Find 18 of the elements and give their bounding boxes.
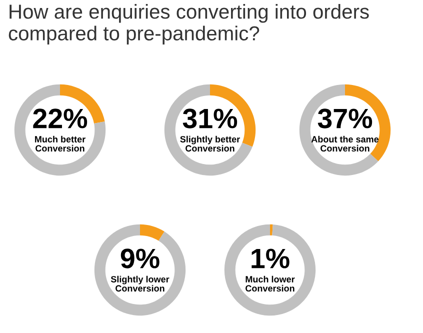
donut-slice xyxy=(94,224,186,316)
slice-label: Slightly lower Conversion xyxy=(110,276,170,292)
donut-slice xyxy=(14,84,106,176)
slice-label: Much lower Conversion xyxy=(246,276,295,292)
slice-label: About the same Conversion xyxy=(311,136,379,152)
data-label: 1% xyxy=(252,248,290,268)
slice-label: Much better Conversion xyxy=(35,136,86,152)
donut-slice xyxy=(299,84,378,176)
donut-slice xyxy=(164,84,252,176)
donut-slice xyxy=(140,224,164,241)
donut-slice xyxy=(270,224,273,236)
data-label: 37% xyxy=(318,108,372,128)
data-label: 31% xyxy=(182,108,238,128)
data-label: 22% xyxy=(33,108,88,128)
data-label: 9% xyxy=(120,248,160,268)
text: How are enquiries converting into orders compared to pre-pandemic? xyxy=(8,4,369,44)
slice-label: Slightly better Conversion xyxy=(180,136,240,152)
donut-slice xyxy=(224,224,316,316)
